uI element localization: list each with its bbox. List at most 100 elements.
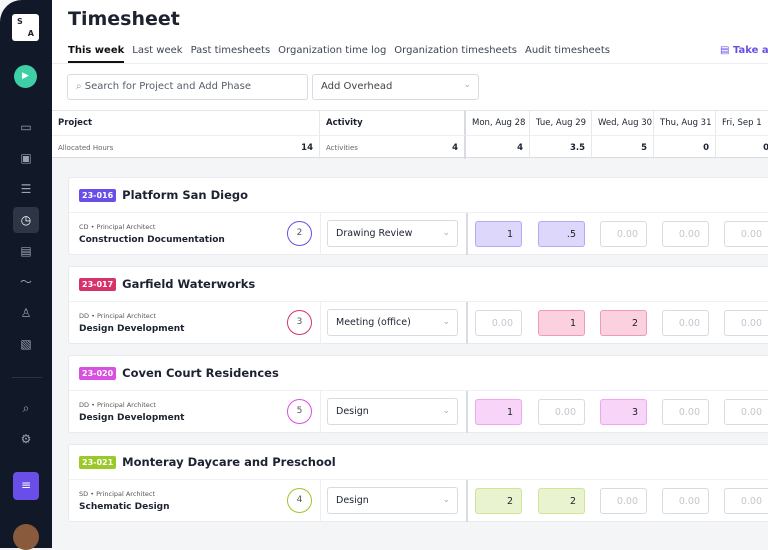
tab-organization-timesheets[interactable]: Organization timesheets [394,45,517,56]
tab-last-week[interactable]: Last week [132,45,183,56]
activity-value: Meeting (office) [336,317,411,328]
report-icon[interactable]: ▤ [20,244,32,258]
page-title: Timesheet [68,8,180,30]
gear-icon[interactable]: ⚙ [20,432,32,446]
project-card: 23-020 Coven Court Residences DD • Princi… [68,355,768,433]
hours-input[interactable]: 0.00 [724,488,768,514]
activity-count: 4 [287,488,312,513]
project-name[interactable]: Garfield Waterworks [122,277,256,291]
main: Timesheet This week Last week Past times… [52,0,768,548]
hours-input[interactable]: 0.00 [724,221,768,247]
hours-input[interactable]: 0.00 [600,221,647,247]
hours-input[interactable]: 1 [475,221,522,247]
hours-input[interactable]: .5 [538,221,585,247]
hours-input[interactable]: 0.00 [662,310,709,336]
search-input[interactable]: ⌕ Search for Project and Add Phase [67,74,308,100]
hours-input[interactable]: 3 [600,399,647,425]
activity-count: 5 [287,399,312,424]
tabs: This week Last week Past timesheets Orga… [68,45,610,63]
project-card: 23-021 Monteray Daycare and Preschool SD … [68,444,768,522]
activity-select[interactable]: Design ⌄ [327,487,458,514]
avatar[interactable] [13,524,39,550]
overhead-label: Add Overhead [321,81,393,92]
search-icon[interactable]: ⌕ [22,401,30,415]
phase-row: CD • Principal Architect Construction Do… [69,213,768,255]
hours-input[interactable]: 1 [475,399,522,425]
hours-input[interactable]: 0.00 [662,399,709,425]
hours-input[interactable]: 0.00 [662,221,709,247]
activity-select[interactable]: Meeting (office) ⌄ [327,309,458,336]
user-icon[interactable]: ♙ [20,306,32,320]
day-total: 0 [763,143,768,153]
hours-input[interactable]: 1 [538,310,585,336]
phase-meta: DD • Principal Architect [79,312,156,320]
day-header: Wed, Aug 30 [592,111,654,135]
project-code: 23-021 [79,455,117,469]
activity-select[interactable]: Design ⌄ [327,398,458,425]
hours-input[interactable]: 2 [475,488,522,514]
activity-value: Design [336,495,369,506]
hours-input[interactable]: 0.00 [662,488,709,514]
tab-past-timesheets[interactable]: Past timesheets [190,45,271,56]
search-placeholder: Search for Project and Add Phase [84,81,252,92]
allocated-value: 14 [301,143,313,153]
day-header: Thu, Aug 31 [654,111,716,135]
hours-input[interactable]: 0.00 [538,399,585,425]
chart-icon[interactable]: 〜 [19,275,32,289]
hours-input[interactable]: 0.00 [600,488,647,514]
play-timer-button[interactable]: ▶ [14,65,37,88]
monitor-icon[interactable]: ▭ [20,120,32,134]
hours-input[interactable]: 2 [538,488,585,514]
project-card: 23-017 Garfield Waterworks DD • Principal… [68,266,768,344]
tab-audit-timesheets[interactable]: Audit timesheets [524,45,610,56]
add-overhead-select[interactable]: Add Overhead ⌄ [312,74,479,100]
phase-name: Construction Documentation [79,235,225,245]
phase-meta: DD • Principal Architect [79,401,156,409]
project-name[interactable]: Coven Court Residences [122,366,279,380]
phase-meta: SD • Principal Architect [79,490,156,498]
hours-input[interactable]: 0.00 [475,310,522,336]
activities-label: Activities [326,144,358,152]
day-total: 0 [703,143,709,153]
day-total: 3.5 [569,143,585,153]
project-name[interactable]: Monteray Daycare and Preschool [122,455,336,469]
day-header: Fri, Sep 1 [716,111,768,135]
hours-input[interactable]: 0.00 [724,399,768,425]
search-icon: ⌕ [76,81,85,92]
allocated-label: Allocated Hours [58,144,114,152]
gantt-icon[interactable]: ☰ [20,182,32,196]
day-header: Mon, Aug 28 [466,111,530,135]
board-icon[interactable]: ▣ [20,151,32,165]
logo-letter: A [27,29,34,38]
list-icon[interactable]: ≡ [13,472,39,500]
phase-meta: CD • Principal Architect [79,223,156,231]
logo-letter: S [17,17,23,26]
phase-name: Design Development [79,413,185,423]
hours-input[interactable]: 2 [600,310,647,336]
hours-input[interactable]: 0.00 [724,310,768,336]
activity-value: Drawing Review [336,228,413,239]
clock-icon[interactable]: ◷ [13,207,39,233]
money-icon[interactable]: ▧ [20,337,32,351]
project-code: 23-020 [79,366,117,380]
divider [12,377,42,378]
activity-count: 3 [287,310,312,335]
tab-this-week[interactable]: This week [68,45,125,63]
chevron-down-icon: ⌄ [463,80,471,90]
chevron-down-icon: ⌄ [442,495,450,505]
day-total: 5 [641,143,647,153]
project-code: 23-017 [79,277,117,291]
day-total: 4 [517,143,523,153]
tab-organization-time-log[interactable]: Organization time log [278,45,387,56]
activity-value: Design [336,406,369,417]
activity-select[interactable]: Drawing Review ⌄ [327,220,458,247]
chevron-down-icon: ⌄ [442,317,450,327]
activity-count: 2 [287,221,312,246]
take-a-tour-button[interactable]: ▤ Take a [720,45,768,56]
activities-value: 4 [452,143,458,153]
project-card: 23-016 Platform San Diego CD • Principal … [68,177,768,255]
project-name[interactable]: Platform San Diego [122,188,248,202]
timesheet-header: Project Activity Allocated Hours 14 Activ… [52,110,768,159]
phase-row: SD • Principal Architect Schematic Desig… [69,480,768,522]
